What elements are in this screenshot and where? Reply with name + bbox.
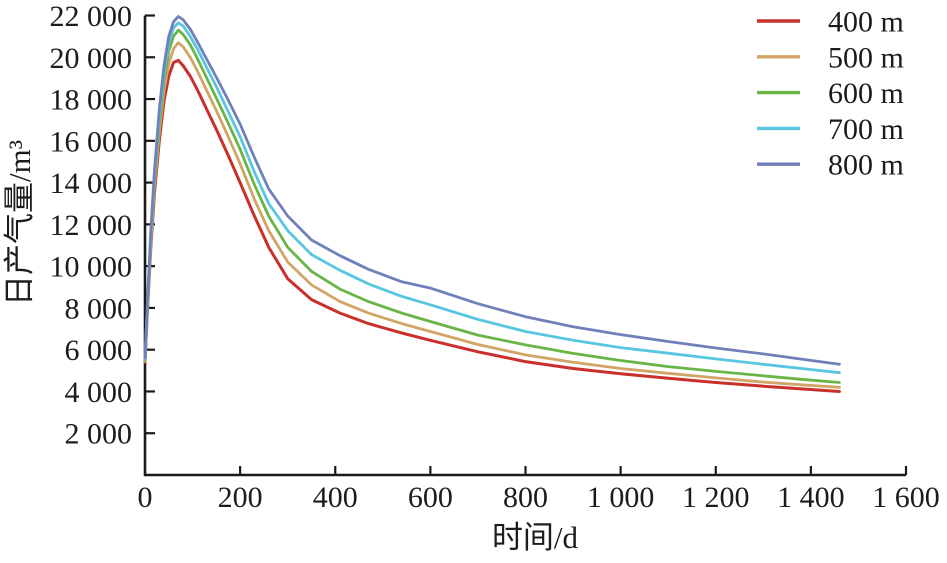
y-tick-label: 16 000 bbox=[50, 125, 133, 158]
x-tick-label: 400 bbox=[313, 481, 358, 514]
legend-label: 700 m bbox=[828, 113, 904, 146]
y-axis-label: 日产气量/m³ bbox=[2, 140, 37, 306]
y-tick-label: 22 000 bbox=[50, 0, 133, 33]
x-tick-label: 1 400 bbox=[777, 481, 845, 514]
x-tick-label: 1 600 bbox=[872, 481, 940, 514]
legend-label: 800 m bbox=[828, 149, 904, 182]
x-tick-label: 800 bbox=[503, 481, 548, 514]
y-tick-label: 6 000 bbox=[65, 334, 133, 367]
series-line-800-m bbox=[143, 15, 841, 366]
x-tick-label: 1 000 bbox=[587, 481, 655, 514]
y-tick-label: 18 000 bbox=[50, 84, 133, 117]
legend-label: 500 m bbox=[828, 41, 904, 74]
x-tick-label: 200 bbox=[218, 481, 263, 514]
series-line-500-m bbox=[143, 41, 841, 389]
y-tick-label: 14 000 bbox=[50, 167, 133, 200]
y-tick-label: 10 000 bbox=[50, 251, 133, 284]
legend-label: 400 m bbox=[828, 6, 904, 39]
x-axis-label: 时间/d bbox=[492, 520, 579, 555]
y-tick-label: 2 000 bbox=[65, 418, 133, 451]
series-line-700-m bbox=[143, 21, 841, 375]
y-tick-label: 12 000 bbox=[50, 209, 133, 242]
axis-spines bbox=[143, 15, 906, 477]
y-tick-label: 20 000 bbox=[50, 42, 133, 75]
axes: 2 000 4 000 6 000 8 000 10 000 12 000 14 000 16… bbox=[50, 0, 940, 514]
x-tick-label: 0 bbox=[138, 481, 153, 514]
series-lines bbox=[143, 15, 841, 393]
legend-label: 600 m bbox=[828, 77, 904, 110]
x-tick-label: 1 200 bbox=[682, 481, 750, 514]
y-tick-label: 4 000 bbox=[65, 376, 133, 409]
series-line-400-m bbox=[143, 58, 841, 393]
x-tick-label: 600 bbox=[408, 481, 453, 514]
y-tick-label: 8 000 bbox=[65, 292, 133, 325]
